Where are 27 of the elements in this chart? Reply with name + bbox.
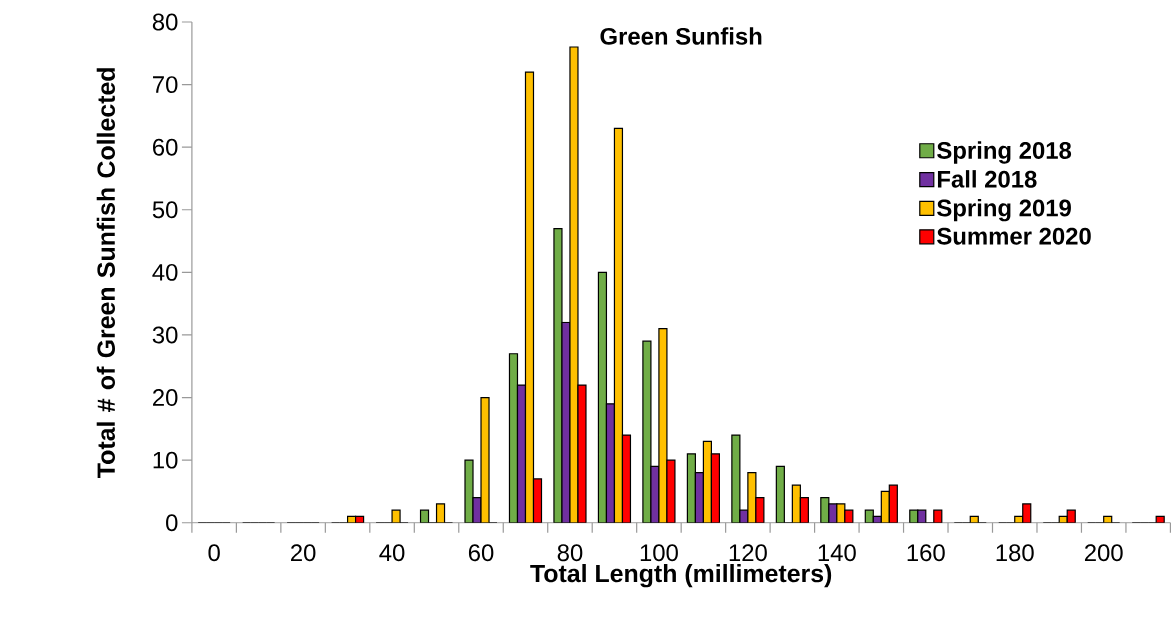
legend-label: Spring 2018 (937, 141, 1072, 164)
x-tick-label: 120 (729, 544, 767, 562)
x-tick-label: 180 (996, 544, 1034, 562)
y-tick-label: 10 (153, 451, 178, 469)
y-tick-label: 0 (166, 514, 178, 532)
legend-label: Summer 2020 (937, 227, 1091, 245)
legend-label: Fall 2018 (937, 170, 1037, 188)
x-tick-label: 160 (907, 544, 945, 562)
y-tick-label: 70 (153, 76, 178, 94)
x-tick-label: 60 (468, 544, 494, 562)
chart-title: Green Sunfish (600, 27, 762, 45)
legend-label: Spring 2019 (937, 199, 1071, 222)
x-tick-label: 140 (818, 544, 856, 562)
y-tick-label: 30 (152, 326, 178, 344)
x-tick-label: 20 (291, 544, 316, 562)
y-axis-title: Total # of Green Sunfish Collected (96, 68, 115, 479)
x-tick-label: 100 (640, 544, 678, 562)
x-tick-label: 40 (379, 544, 405, 562)
x-tick-label: 80 (557, 544, 583, 562)
x-tick-label: 200 (1084, 544, 1123, 562)
y-tick-label: 80 (152, 13, 178, 31)
y-tick-label: 50 (152, 201, 178, 219)
x-tick-label: 0 (208, 544, 220, 562)
y-tick-label: 20 (153, 389, 178, 407)
y-tick-label: 60 (153, 138, 178, 156)
x-axis-title: Total Length (millimeters) (530, 564, 832, 588)
y-tick-label: 40 (152, 264, 178, 281)
